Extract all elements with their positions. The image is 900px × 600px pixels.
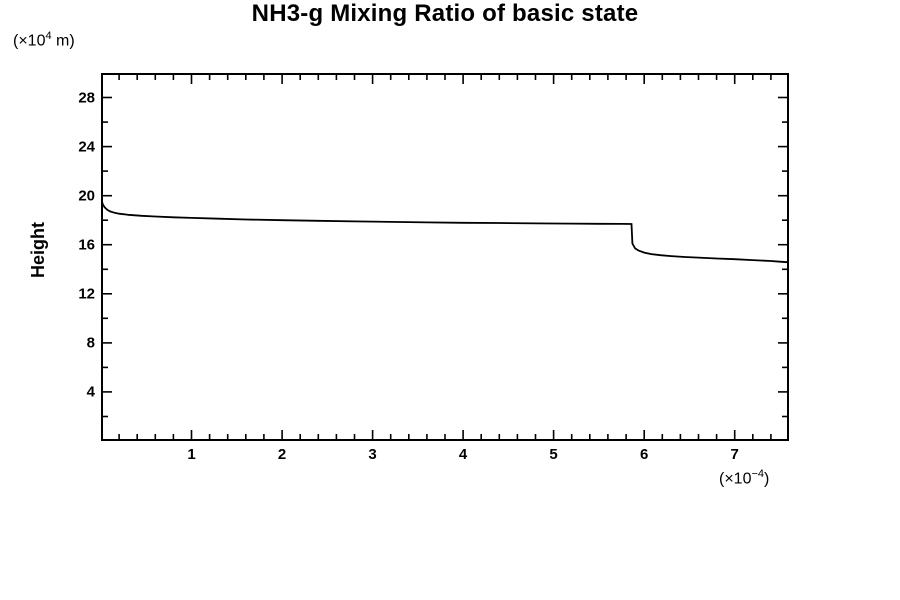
- x-unit-prefix: (×10: [719, 470, 752, 488]
- y-tick-label: 12: [78, 285, 95, 303]
- x-unit-suffix: ): [764, 470, 770, 488]
- y-unit-prefix: (×10: [13, 32, 46, 50]
- plot-area: [101, 73, 789, 441]
- y-axis-unit-label: (×104 m): [13, 30, 75, 50]
- plot-border: [101, 73, 789, 441]
- y-tick-label: 4: [86, 383, 95, 401]
- x-tick-label: 5: [549, 446, 558, 463]
- data-line: [101, 198, 789, 264]
- y-axis-title: Height: [28, 222, 48, 278]
- x-tick-label: 6: [640, 446, 649, 463]
- x-unit-exponent: −4: [751, 468, 765, 480]
- y-unit-exponent: 4: [45, 30, 52, 42]
- x-axis-tick-labels: 1 2 3 4 5 6 7: [101, 447, 789, 467]
- chart-title: NH3-g Mixing Ratio of basic state: [251, 0, 639, 27]
- y-tick-label: 20: [78, 187, 95, 205]
- x-tick-label: 7: [730, 446, 739, 463]
- x-tick-label: 2: [277, 446, 287, 463]
- x-tick-label: 3: [368, 446, 377, 463]
- x-tick-label: 4: [458, 446, 468, 463]
- x-axis-unit-label: (×10−4): [719, 468, 769, 488]
- y-tick-label: 8: [86, 334, 95, 352]
- y-unit-suffix: m): [51, 32, 75, 50]
- y-tick-label: 24: [78, 138, 95, 156]
- x-tick-label: 1: [187, 446, 196, 463]
- y-axis-tick-labels: 4 8 12 16 20 24 28: [58, 73, 95, 441]
- y-tick-label: 16: [78, 236, 95, 254]
- y-tick-label: 28: [78, 89, 95, 106]
